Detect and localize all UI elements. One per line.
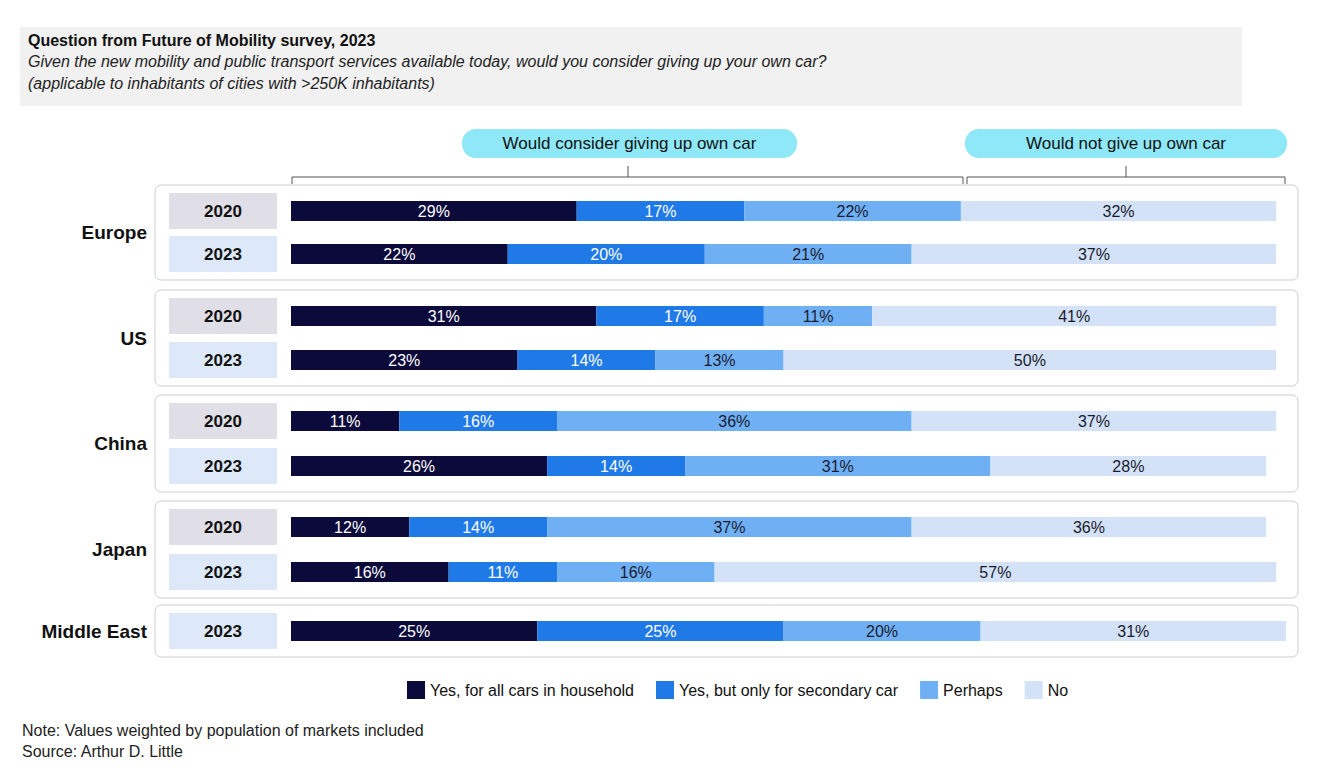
- svg-text:26%: 26%: [403, 458, 435, 475]
- svg-text:Source: Arthur D. Little: Source: Arthur D. Little: [22, 743, 183, 760]
- svg-text:12%: 12%: [334, 519, 366, 536]
- svg-text:Would consider giving up own c: Would consider giving up own car: [503, 134, 757, 153]
- svg-text:21%: 21%: [792, 246, 824, 263]
- svg-text:2020: 2020: [204, 518, 242, 537]
- svg-text:Perhaps: Perhaps: [943, 682, 1003, 699]
- svg-text:11%: 11%: [487, 564, 518, 581]
- svg-text:China: China: [94, 433, 147, 454]
- svg-text:11%: 11%: [803, 308, 834, 325]
- svg-text:36%: 36%: [1073, 519, 1105, 536]
- svg-text:31%: 31%: [1117, 623, 1149, 640]
- svg-text:Japan: Japan: [92, 539, 147, 560]
- svg-text:17%: 17%: [644, 203, 676, 220]
- svg-text:Question from Future of Mobili: Question from Future of Mobility survey,…: [28, 32, 375, 49]
- svg-text:50%: 50%: [1014, 352, 1046, 369]
- svg-text:17%: 17%: [664, 308, 696, 325]
- svg-text:37%: 37%: [1078, 246, 1110, 263]
- svg-text:2023: 2023: [204, 563, 242, 582]
- svg-text:Europe: Europe: [82, 222, 147, 243]
- svg-text:2023: 2023: [204, 457, 242, 476]
- svg-text:Note: Values weighted by popul: Note: Values weighted by population of m…: [22, 722, 424, 739]
- svg-text:Would not give up own car: Would not give up own car: [1026, 134, 1226, 153]
- svg-text:25%: 25%: [398, 623, 430, 640]
- svg-text:Yes, but only for secondary ca: Yes, but only for secondary car: [679, 682, 899, 699]
- svg-text:57%: 57%: [979, 564, 1011, 581]
- svg-text:37%: 37%: [713, 519, 745, 536]
- svg-text:11%: 11%: [330, 413, 361, 430]
- svg-text:16%: 16%: [462, 413, 494, 430]
- svg-text:36%: 36%: [718, 413, 750, 430]
- svg-text:13%: 13%: [704, 352, 736, 369]
- svg-text:31%: 31%: [428, 308, 460, 325]
- svg-text:28%: 28%: [1112, 458, 1144, 475]
- svg-text:25%: 25%: [644, 623, 676, 640]
- svg-text:41%: 41%: [1058, 308, 1090, 325]
- svg-text:37%: 37%: [1078, 413, 1110, 430]
- svg-text:Middle East: Middle East: [41, 621, 147, 642]
- svg-text:2020: 2020: [204, 412, 242, 431]
- svg-text:2023: 2023: [204, 351, 242, 370]
- svg-text:14%: 14%: [600, 458, 632, 475]
- svg-text:2023: 2023: [204, 245, 242, 264]
- svg-text:23%: 23%: [388, 352, 420, 369]
- svg-text:2023: 2023: [204, 622, 242, 641]
- svg-text:20%: 20%: [590, 246, 622, 263]
- svg-text:31%: 31%: [822, 458, 854, 475]
- svg-text:22%: 22%: [837, 203, 869, 220]
- svg-text:2020: 2020: [204, 307, 242, 326]
- svg-text:No: No: [1048, 682, 1069, 699]
- svg-text:2020: 2020: [204, 202, 242, 221]
- svg-text:16%: 16%: [620, 564, 652, 581]
- svg-text:16%: 16%: [354, 564, 386, 581]
- svg-text:(applicable to inhabitants of: (applicable to inhabitants of cities wit…: [28, 75, 435, 92]
- svg-text:Yes, for all cars in household: Yes, for all cars in household: [430, 682, 634, 699]
- svg-text:14%: 14%: [462, 519, 494, 536]
- svg-text:32%: 32%: [1103, 203, 1135, 220]
- svg-text:Given the new mobility and pub: Given the new mobility and public transp…: [28, 53, 826, 70]
- svg-text:20%: 20%: [866, 623, 898, 640]
- svg-text:14%: 14%: [571, 352, 603, 369]
- svg-text:29%: 29%: [418, 203, 450, 220]
- svg-text:US: US: [121, 328, 147, 349]
- svg-text:22%: 22%: [383, 246, 415, 263]
